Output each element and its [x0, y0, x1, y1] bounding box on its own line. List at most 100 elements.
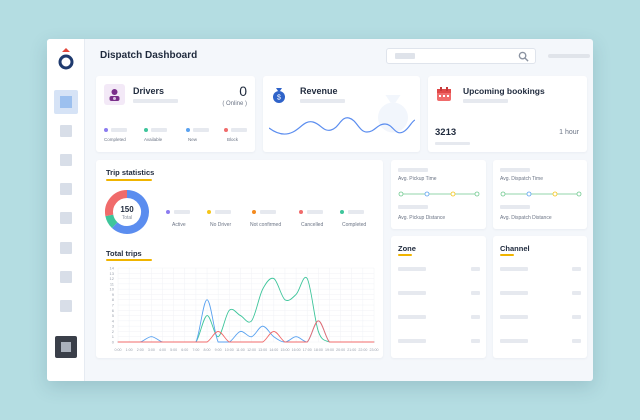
sidebar-item-6[interactable] — [60, 242, 72, 254]
data-point — [295, 341, 297, 343]
data-point — [206, 341, 208, 343]
x-tick-label: 21:00 — [347, 348, 356, 352]
x-tick-label: 19:00 — [325, 348, 334, 352]
sidebar-item-4[interactable] — [60, 183, 72, 195]
sidebar-item-2[interactable] — [60, 125, 72, 137]
data-point — [306, 278, 308, 279]
brand-logo[interactable] — [57, 47, 75, 71]
sidebar-item-8[interactable] — [60, 300, 72, 312]
y-tick-label: 9 — [112, 292, 115, 297]
series-line — [117, 276, 374, 343]
data-point — [150, 341, 152, 343]
zone-card: Zone — [391, 236, 486, 358]
data-point — [251, 341, 252, 343]
x-tick-label: 12:00 — [247, 348, 256, 352]
x-tick-label: 4:00 — [159, 348, 166, 352]
bookings-count: 3213 — [435, 127, 457, 138]
data-point — [273, 278, 275, 279]
header: Dispatch Dashboard — [85, 39, 593, 73]
bookings-card: Upcoming bookings 3213 1 hour — [428, 76, 587, 152]
revenue-card: $ Revenue — [263, 76, 420, 152]
y-tick-label: 3 — [112, 324, 115, 329]
data-point — [228, 309, 230, 311]
donut-total-value: 150 — [120, 205, 134, 214]
data-point — [317, 320, 319, 322]
y-tick-label: 2 — [112, 329, 115, 334]
user-name — [548, 54, 590, 58]
revenue-sparkline — [269, 117, 415, 135]
x-tick-label: 15:00 — [280, 348, 289, 352]
pickup-card: Avg. Pickup Time Avg. Pickup Distance — [391, 160, 486, 229]
data-point — [228, 341, 230, 343]
page-title: Dispatch Dashboard — [100, 50, 198, 61]
data-point — [373, 341, 375, 343]
x-tick-label: 20:00 — [336, 348, 345, 352]
sidebar-item-7[interactable] — [60, 271, 72, 283]
data-point — [262, 325, 264, 327]
data-point — [251, 336, 252, 338]
money-bag-watermark-icon — [378, 95, 408, 133]
y-tick-label: 6 — [112, 308, 115, 313]
drivers-status: ( Online ) — [222, 101, 247, 107]
sidebar-item-5[interactable] — [60, 212, 72, 224]
search-input[interactable] — [386, 48, 536, 64]
y-tick-label: 4 — [112, 318, 115, 323]
pickup-time-label: Avg. Pickup Time — [398, 176, 437, 182]
dispatch-time-label: Avg. Dispatch Time — [500, 176, 543, 182]
data-point — [150, 336, 152, 338]
sidebar-item-settings[interactable] — [55, 336, 77, 358]
data-point — [217, 341, 219, 343]
x-tick-label: 17:00 — [303, 348, 312, 352]
data-point — [173, 341, 175, 343]
data-point — [240, 315, 241, 316]
sidebar-item-3[interactable] — [60, 154, 72, 166]
sidebar-item-dashboard[interactable] — [54, 90, 78, 114]
pickup-distance-label: Avg. Pickup Distance — [398, 215, 446, 221]
data-point — [306, 341, 308, 343]
channel-title: Channel — [500, 244, 530, 253]
x-tick-label: 23:00 — [370, 348, 379, 352]
data-point — [317, 331, 319, 332]
data-point — [273, 331, 275, 332]
search-icon[interactable] — [518, 51, 529, 62]
x-tick-label: 3:00 — [148, 348, 155, 352]
trip-stats-card: Trip statistics 150 Total Active No Driv… — [96, 160, 383, 358]
data-point — [262, 288, 264, 290]
drivers-count: 0 — [239, 83, 247, 99]
data-point — [240, 341, 241, 343]
x-tick-label: 22:00 — [358, 348, 367, 352]
y-tick-label: 8 — [112, 297, 115, 302]
x-tick-label: 10:00 — [225, 348, 234, 352]
data-point — [128, 341, 130, 343]
dispatch-distance-label: Avg. Dispatch Distance — [500, 215, 552, 221]
data-point — [217, 336, 219, 338]
drivers-title: Drivers — [133, 86, 165, 96]
money-bag-icon: $ — [273, 88, 285, 103]
data-point — [184, 341, 186, 343]
data-point — [139, 341, 141, 343]
x-tick-label: 18:00 — [314, 348, 323, 352]
x-tick-label: 14:00 — [269, 348, 278, 352]
calendar-icon — [437, 87, 451, 101]
svg-text:$: $ — [277, 95, 281, 102]
data-point — [251, 320, 252, 322]
data-point — [295, 336, 297, 338]
zone-title: Zone — [398, 244, 416, 253]
driver-icon — [104, 84, 125, 105]
x-tick-label: 1:00 — [126, 348, 133, 352]
bookings-title: Upcoming bookings — [463, 86, 545, 96]
data-point — [351, 341, 353, 343]
donut-segment — [105, 214, 118, 229]
bookings-time: 1 hour — [559, 129, 579, 136]
revenue-title: Revenue — [300, 86, 338, 96]
data-point — [240, 331, 241, 332]
app-window: Dispatch Dashboard Drivers 0 ( Online ) — [47, 39, 593, 381]
x-tick-label: 11:00 — [236, 348, 245, 352]
dispatch-timeline — [500, 191, 582, 197]
trip-stats-title: Trip statistics — [106, 168, 155, 177]
data-point — [284, 299, 286, 301]
y-tick-label: 14 — [110, 266, 115, 271]
channel-card: Channel — [493, 236, 587, 358]
x-tick-label: 5:00 — [170, 348, 177, 352]
x-tick-label: 0:00 — [115, 348, 122, 352]
